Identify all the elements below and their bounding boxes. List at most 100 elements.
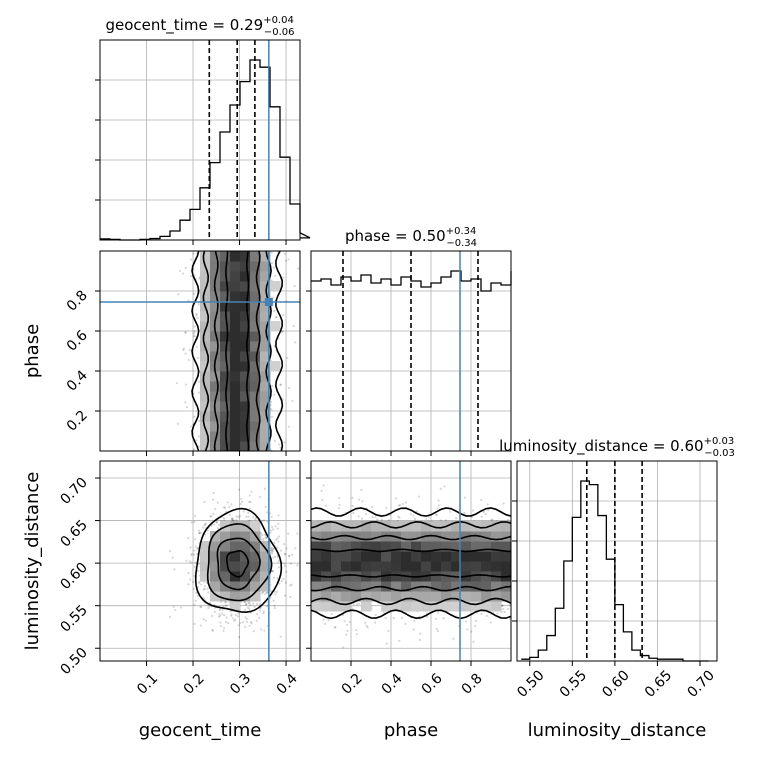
sample-point: [262, 610, 266, 613]
density-cell: [210, 591, 221, 602]
sample-point: [374, 516, 377, 519]
sample-point: [208, 605, 211, 608]
title-minus: −0.03: [704, 448, 735, 459]
sample-point: [245, 620, 248, 623]
sample-point: [289, 562, 292, 565]
sample-point: [192, 268, 195, 271]
sample-point: [171, 556, 174, 559]
sample-point: [290, 583, 293, 586]
sample-point: [194, 599, 197, 602]
sample-point: [320, 489, 323, 492]
density-cell: [471, 581, 482, 592]
sample-point: [182, 348, 185, 352]
sample-point: [291, 399, 294, 402]
density-cell: [391, 551, 402, 562]
density-cell: [391, 571, 402, 582]
sample-point: [213, 610, 216, 613]
density-cell: [411, 601, 422, 612]
sample-point: [190, 553, 193, 557]
sample-point: [224, 601, 227, 604]
sample-point: [184, 331, 187, 334]
density-cell: [210, 421, 221, 432]
sample-point: [213, 508, 217, 511]
sample-point: [435, 617, 438, 620]
sample-point: [366, 626, 369, 629]
sample-point: [168, 550, 172, 553]
density-cell: [361, 591, 372, 602]
density-cell: [230, 441, 241, 451]
density-cell: [260, 261, 271, 272]
density-cell: [220, 381, 231, 392]
density-cell: [401, 541, 412, 552]
sample-point: [248, 624, 251, 628]
density-cell: [260, 281, 271, 292]
density-cell: [311, 531, 322, 542]
density-cell: [230, 261, 241, 272]
x-tick-label: 0.1: [134, 671, 161, 698]
sample-point: [193, 622, 196, 625]
sample-point: [272, 547, 276, 551]
density-cell: [240, 571, 251, 582]
density-cell: [391, 561, 402, 572]
density-cell: [210, 301, 221, 312]
sample-point: [330, 612, 333, 616]
contour-level-2: [265, 251, 272, 451]
density-cell: [481, 551, 492, 562]
x-tick-label: 0.70: [684, 667, 717, 700]
sample-point: [231, 517, 234, 520]
sample-point: [282, 276, 285, 279]
density-cell: [441, 601, 452, 612]
density-cell: [210, 251, 221, 262]
sample-point: [198, 420, 201, 423]
density-cell: [391, 541, 402, 552]
density-cell: [230, 411, 241, 422]
sample-point: [185, 559, 188, 562]
sample-point: [248, 519, 251, 522]
sample-point: [404, 622, 407, 625]
sample-point: [231, 617, 234, 620]
sample-point: [238, 514, 242, 517]
sample-point: [287, 258, 290, 261]
density-cell: [250, 371, 261, 382]
sample-point: [206, 587, 209, 590]
density-cell: [471, 541, 482, 552]
sample-point: [197, 303, 200, 306]
sample-point: [343, 620, 346, 623]
density-cell: [351, 561, 362, 572]
sample-point: [277, 514, 280, 517]
sample-point: [292, 324, 295, 328]
sample-point: [245, 603, 248, 606]
sample-point: [196, 316, 199, 320]
panel-title-luminosity_distance: luminosity_distance = 0.60+0.03 −0.03: [499, 436, 735, 459]
density-cell: [451, 541, 462, 552]
sample-point: [351, 504, 354, 508]
density-cell: [471, 571, 482, 582]
density-cell: [361, 541, 372, 552]
sample-point: [262, 612, 265, 615]
density-cell: [260, 441, 271, 451]
sample-point: [204, 523, 207, 526]
sample-point: [276, 576, 279, 579]
sample-point: [173, 568, 176, 571]
sample-point: [352, 512, 355, 515]
density-panel: [311, 484, 511, 649]
density-cell: [250, 561, 261, 572]
density-layer: [168, 251, 511, 649]
sample-point: [289, 584, 292, 587]
sample-point: [199, 583, 202, 586]
sample-point: [424, 517, 428, 520]
sample-point: [397, 515, 400, 518]
sample-point: [337, 507, 341, 510]
sample-point: [264, 592, 267, 596]
density-cell: [461, 521, 472, 532]
density-cell: [240, 321, 251, 332]
sample-point: [209, 515, 212, 518]
sample-point: [197, 445, 201, 448]
sample-point: [193, 538, 197, 541]
density-cell: [230, 341, 241, 352]
sample-point: [232, 518, 235, 522]
sample-point: [265, 536, 268, 540]
sample-point: [355, 633, 358, 636]
density-cell: [220, 321, 231, 332]
sample-point: [265, 591, 268, 594]
